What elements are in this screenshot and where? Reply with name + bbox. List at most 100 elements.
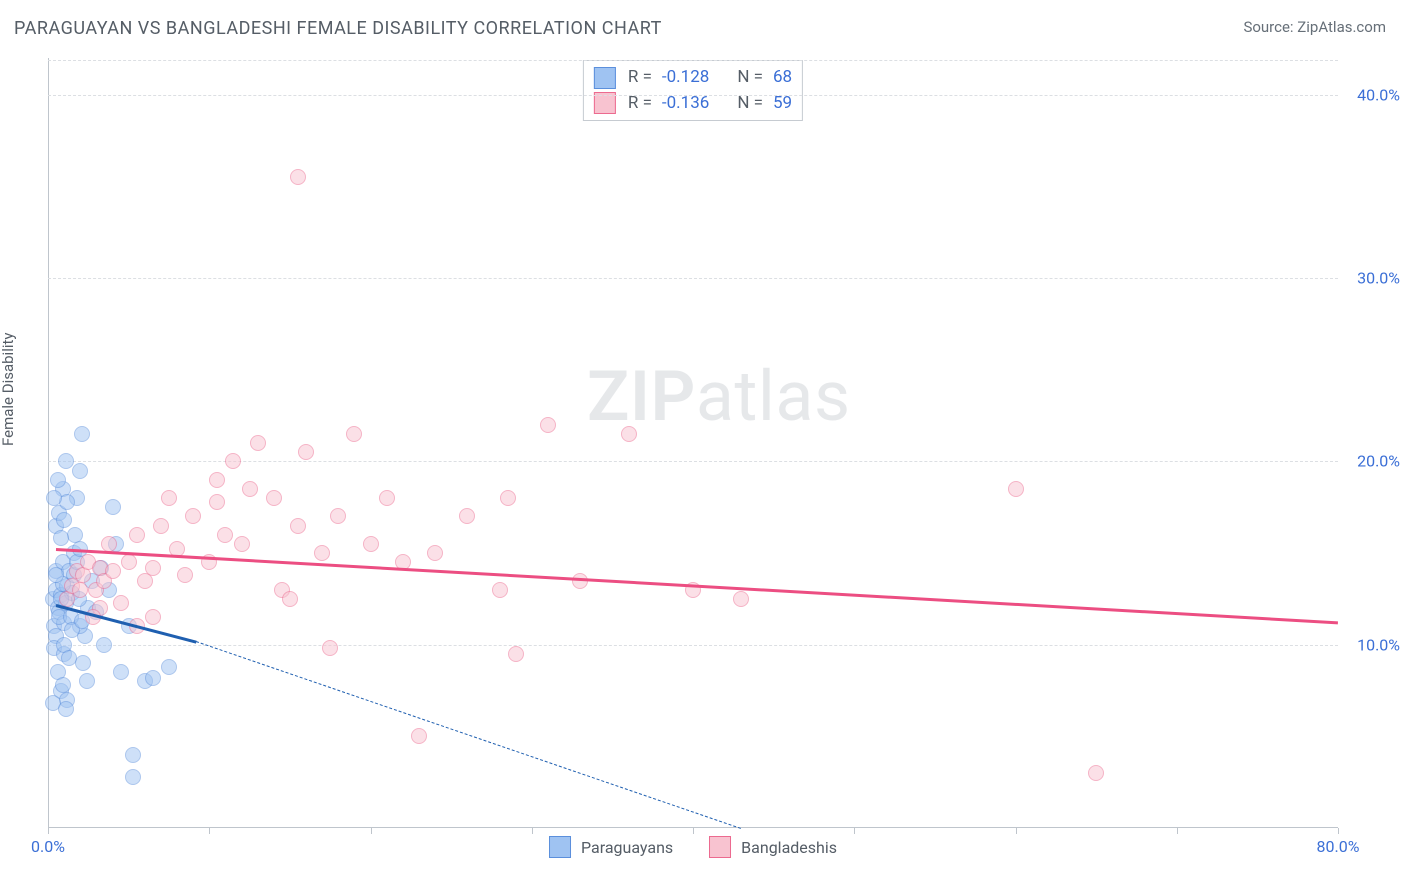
data-point: [209, 494, 225, 510]
grid-line: [48, 645, 1338, 646]
data-point: [161, 659, 177, 675]
x-tick: [371, 828, 372, 834]
data-point: [266, 490, 282, 506]
x-tick: [209, 828, 210, 834]
data-point: [379, 490, 395, 506]
legend: Paraguayans Bangladeshis: [549, 836, 837, 858]
data-point: [113, 664, 129, 680]
data-point: [101, 536, 117, 552]
legend-label: Paraguayans: [581, 838, 673, 857]
data-point: [129, 527, 145, 543]
data-point: [363, 536, 379, 552]
x-tick-label: 0.0%: [31, 837, 65, 856]
data-point: [250, 435, 266, 451]
x-tick: [48, 828, 49, 834]
data-point: [72, 463, 88, 479]
data-point: [298, 444, 314, 460]
source-link[interactable]: ZipAtlas.com: [1297, 18, 1386, 36]
data-point: [411, 728, 427, 744]
x-tick: [693, 828, 694, 834]
data-point: [61, 650, 77, 666]
data-point: [314, 545, 330, 561]
data-point: [125, 747, 141, 763]
data-point: [105, 563, 121, 579]
data-point: [322, 640, 338, 656]
stats-row: R = -0.128 N = 68: [594, 65, 792, 91]
data-point: [1088, 765, 1104, 781]
x-tick: [532, 828, 533, 834]
data-point: [121, 554, 137, 570]
data-point: [74, 426, 90, 442]
n-value: 68: [773, 65, 792, 91]
grid-line: [48, 461, 1338, 462]
data-point: [1008, 481, 1024, 497]
data-point: [242, 481, 258, 497]
source-label: Source:: [1243, 18, 1297, 36]
legend-item: Paraguayans: [549, 836, 673, 858]
y-tick-label: 20.0%: [1357, 452, 1400, 471]
legend-item: Bangladeshis: [709, 836, 837, 858]
legend-label: Bangladeshis: [741, 838, 837, 857]
data-point: [125, 769, 141, 785]
source-attribution: Source: ZipAtlas.com: [1243, 18, 1386, 36]
x-tick: [854, 828, 855, 834]
data-point: [145, 670, 161, 686]
chart-title: PARAGUAYAN VS BANGLADESHI FEMALE DISABIL…: [14, 18, 662, 39]
data-point: [67, 527, 83, 543]
data-point: [145, 560, 161, 576]
data-point: [500, 490, 516, 506]
x-tick: [1177, 828, 1178, 834]
grid-line: [48, 278, 1338, 279]
data-point: [105, 499, 121, 515]
r-value: -0.128: [662, 65, 709, 91]
scatter-plot: ZIPatlas R =-0.128N =68R =-0.136N =59 Pa…: [48, 58, 1338, 828]
data-point: [53, 530, 69, 546]
data-point: [508, 646, 524, 662]
legend-swatch: [709, 836, 731, 858]
data-point: [330, 508, 346, 524]
n-label: N =: [737, 65, 763, 91]
data-point: [79, 673, 95, 689]
data-point: [113, 595, 129, 611]
data-point: [177, 567, 193, 583]
data-point: [58, 701, 74, 717]
correlation-stats-box: R =-0.128N =68R =-0.136N =59: [583, 60, 803, 121]
data-point: [58, 453, 74, 469]
legend-swatch: [549, 836, 571, 858]
data-point: [621, 426, 637, 442]
y-tick-label: 40.0%: [1357, 85, 1400, 104]
data-point: [153, 518, 169, 534]
data-point: [50, 472, 66, 488]
data-point: [72, 582, 88, 598]
data-point: [96, 637, 112, 653]
data-point: [225, 453, 241, 469]
r-label: R =: [628, 65, 652, 91]
data-point: [161, 490, 177, 506]
x-tick: [1016, 828, 1017, 834]
data-point: [209, 472, 225, 488]
data-point: [290, 518, 306, 534]
y-axis-line: [48, 58, 49, 828]
data-point: [145, 609, 161, 625]
data-point: [492, 582, 508, 598]
trend-line: [56, 548, 1338, 624]
data-point: [234, 536, 250, 552]
x-tick-label: 80.0%: [1317, 837, 1360, 856]
y-axis-label: Female Disability: [0, 333, 17, 447]
trend-line: [196, 641, 741, 829]
data-point: [290, 169, 306, 185]
data-point: [56, 512, 72, 528]
grid-line: [48, 60, 1338, 61]
data-point: [427, 545, 443, 561]
data-point: [540, 417, 556, 433]
x-tick: [1338, 828, 1339, 834]
data-point: [46, 490, 62, 506]
series-swatch: [594, 67, 616, 89]
y-tick-label: 30.0%: [1357, 269, 1400, 288]
data-point: [459, 508, 475, 524]
data-point: [346, 426, 362, 442]
data-point: [75, 655, 91, 671]
data-point: [185, 508, 201, 524]
grid-line: [48, 95, 1338, 96]
data-point: [217, 527, 233, 543]
